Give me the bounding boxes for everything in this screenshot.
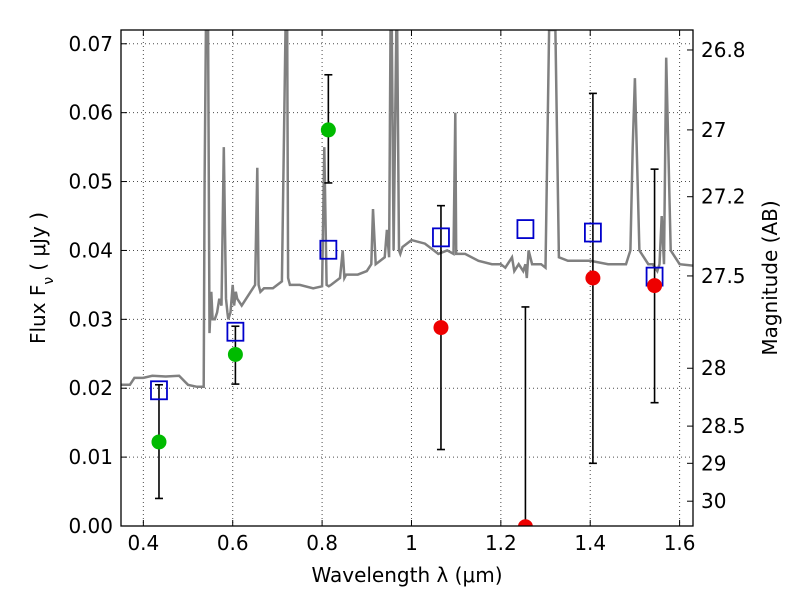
y2-tick-label: 28	[701, 356, 726, 380]
y-tick-label: 0.06	[68, 101, 113, 125]
grid	[121, 30, 693, 527]
axis-ticks	[121, 30, 693, 527]
y-tick-label: 0.04	[68, 238, 113, 262]
detections-point	[320, 122, 336, 138]
y2-tick-label: 29	[701, 451, 726, 475]
x-tick-label: 1	[405, 531, 418, 555]
model-photometry-point	[150, 380, 168, 401]
detections-point	[227, 346, 243, 362]
x-tick-label: 1.4	[574, 531, 606, 555]
y2-tick-label: 27	[701, 118, 726, 142]
y-tick-label: 0.02	[68, 376, 113, 400]
x-tick-labels: 0.4 0.6 0.8 1 1.2 1.4 1.6	[127, 531, 695, 555]
plot-area	[121, 30, 693, 526]
y-tick-label: 0.03	[68, 307, 113, 331]
model-photometry-point	[516, 219, 535, 239]
y2-tick-label: 26.8	[701, 38, 746, 62]
upper-limits-point	[517, 519, 533, 526]
y-tick-label: 0.05	[68, 170, 113, 194]
y2-tick-label: 30	[701, 489, 726, 513]
y-axis-label: Flux Fν ( μJy )	[26, 212, 57, 344]
model-photometry-points	[150, 219, 664, 401]
y-axis-label-unit: ( μJy )	[26, 212, 50, 271]
model-photometry-point	[584, 222, 602, 243]
y2-tick-label: 27.5	[701, 264, 746, 288]
detections-point	[151, 434, 167, 450]
model-photometry-point	[226, 321, 245, 342]
observed-points	[151, 122, 663, 526]
y-tick-labels: 0.00 0.01 0.02 0.03 0.04 0.05 0.06 0.07	[68, 32, 113, 538]
x-tick-label: 0.6	[217, 531, 249, 555]
y-tick-label: 0.07	[68, 32, 113, 56]
x-tick-label: 1.2	[485, 531, 517, 555]
x-axis-label: Wavelength λ (μm)	[311, 563, 502, 587]
x-tick-label: 1.6	[664, 531, 696, 555]
y2-tick-label: 27.2	[701, 185, 746, 209]
y-tick-label: 0.01	[68, 445, 113, 469]
y-axis-label-subscript: ν	[41, 277, 57, 285]
plot-frame	[120, 29, 694, 527]
y-tick-label: 0.00	[68, 514, 113, 538]
x-tick-label: 0.8	[306, 531, 338, 555]
x-tick-label: 0.4	[127, 531, 159, 555]
y2-tick-label: 28.5	[701, 414, 746, 438]
model-photometry-point	[432, 227, 450, 248]
upper-limits-point	[585, 270, 601, 286]
model-spectrum-line	[121, 30, 693, 389]
y-axis-label-main: Flux F	[26, 285, 50, 344]
model-photometry-point	[319, 239, 338, 260]
upper-limits-point	[647, 278, 663, 294]
upper-limits-point	[433, 320, 449, 336]
y2-axis-label: Magnitude (AB)	[758, 200, 782, 355]
y2-tick-labels: 26.8 27 27.2 27.5 28 28.5 29 30	[701, 38, 746, 513]
